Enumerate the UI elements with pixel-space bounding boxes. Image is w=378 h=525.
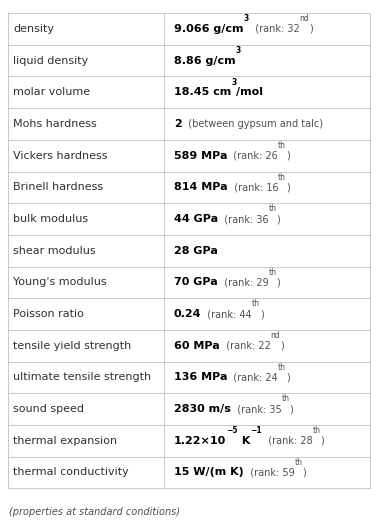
Text: th: th [252,299,260,308]
Text: liquid density: liquid density [13,56,88,66]
Text: ): ) [321,436,324,446]
Text: ): ) [309,24,313,34]
Text: −5: −5 [226,426,238,435]
Text: (rank: 32: (rank: 32 [249,24,299,34]
Text: th: th [312,426,321,435]
Text: (rank: 35: (rank: 35 [231,404,282,414]
Text: shear modulus: shear modulus [13,246,96,256]
Text: molar volume: molar volume [13,87,90,97]
Text: 3: 3 [235,46,241,55]
Text: (rank: 16: (rank: 16 [228,182,278,192]
Text: 136 MPa: 136 MPa [174,372,228,382]
Text: ): ) [302,467,306,477]
Text: Mohs hardness: Mohs hardness [13,119,97,129]
Text: 589 MPa: 589 MPa [174,151,228,161]
Text: 28 GPa: 28 GPa [174,246,218,256]
Text: ): ) [286,151,290,161]
Text: ): ) [260,309,264,319]
Text: ultimate tensile strength: ultimate tensile strength [13,372,151,382]
Text: K: K [238,436,250,446]
Text: ): ) [286,182,290,192]
Text: nd: nd [299,14,309,23]
Text: 18.45 cm: 18.45 cm [174,87,231,97]
Text: th: th [278,173,286,182]
Text: density: density [13,24,54,34]
Text: 9.066 g/cm: 9.066 g/cm [174,24,243,34]
Text: 2830 m/s: 2830 m/s [174,404,231,414]
Text: 1.22×10: 1.22×10 [174,436,226,446]
Text: (rank: 22: (rank: 22 [220,341,271,351]
Text: (rank: 26: (rank: 26 [228,151,278,161]
Text: 44 GPa: 44 GPa [174,214,218,224]
Text: ): ) [280,341,284,351]
Text: nd: nd [271,331,280,340]
Text: 3: 3 [231,78,236,87]
Text: (rank: 59: (rank: 59 [244,467,294,477]
Text: th: th [268,268,276,277]
Text: 60 MPa: 60 MPa [174,341,220,351]
Text: (rank: 44: (rank: 44 [201,309,252,319]
Text: 0.24: 0.24 [174,309,201,319]
Text: bulk modulus: bulk modulus [13,214,88,224]
Text: ): ) [277,214,280,224]
Text: /mol: /mol [236,87,263,97]
Text: (rank: 28: (rank: 28 [262,436,312,446]
Text: 15 W/(m K): 15 W/(m K) [174,467,244,477]
Text: ): ) [286,372,290,382]
Text: th: th [278,363,286,372]
Text: th: th [282,394,290,403]
Text: ): ) [276,277,280,287]
Text: 2: 2 [174,119,182,129]
Text: thermal expansion: thermal expansion [13,436,117,446]
Text: 8.86 g/cm: 8.86 g/cm [174,56,235,66]
Text: th: th [294,458,302,467]
Text: 814 MPa: 814 MPa [174,182,228,192]
Text: Brinell hardness: Brinell hardness [13,182,103,192]
Text: th: th [269,204,277,213]
Text: th: th [278,141,286,150]
Text: (rank: 36: (rank: 36 [218,214,269,224]
Text: −1: −1 [250,426,262,435]
Text: sound speed: sound speed [13,404,84,414]
Text: 3: 3 [243,14,249,23]
Text: Poisson ratio: Poisson ratio [13,309,84,319]
Text: Young's modulus: Young's modulus [13,277,107,287]
Text: thermal conductivity: thermal conductivity [13,467,129,477]
Text: ): ) [290,404,293,414]
Text: (properties at standard conditions): (properties at standard conditions) [9,507,180,517]
Text: tensile yield strength: tensile yield strength [13,341,132,351]
Text: Vickers hardness: Vickers hardness [13,151,108,161]
Text: 70 GPa: 70 GPa [174,277,218,287]
Text: (between gypsum and talc): (between gypsum and talc) [182,119,323,129]
Text: (rank: 24: (rank: 24 [228,372,278,382]
Text: (rank: 29: (rank: 29 [218,277,268,287]
